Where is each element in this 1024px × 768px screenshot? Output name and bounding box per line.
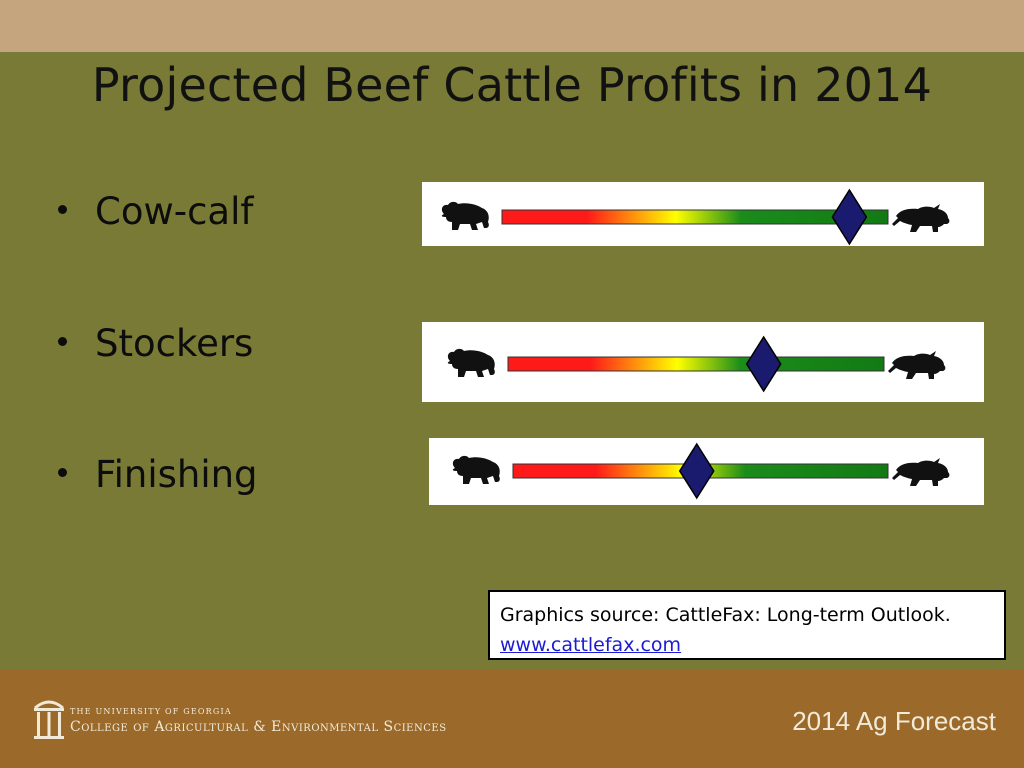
gauge-marker-icon — [831, 188, 868, 246]
gauge-svg — [452, 442, 950, 500]
bullet-label: Finishing — [95, 453, 258, 496]
bear-icon — [447, 348, 495, 377]
gauge-bar — [507, 356, 885, 372]
bear-icon — [441, 201, 489, 230]
gauge-svg — [447, 335, 946, 393]
bullet-item: Finishing — [58, 453, 378, 496]
gauge-svg — [441, 188, 950, 246]
bull-icon — [888, 351, 946, 379]
slide-title: Projected Beef Cattle Profits in 2014 — [91, 58, 933, 112]
source-text: Graphics source: CattleFax: Long-term Ou… — [500, 604, 951, 626]
uga-arch-icon — [34, 700, 64, 739]
bull-icon — [892, 458, 950, 486]
top-band — [0, 0, 1024, 52]
gauge-marker-icon — [678, 442, 715, 500]
source-box: Graphics source: CattleFax: Long-term Ou… — [488, 590, 1006, 660]
college-name: College of Agricultural & Environmental … — [70, 719, 447, 735]
university-name: THE UNIVERSITY OF GEORGIA — [70, 707, 232, 716]
bullet-label: Cow-calf — [95, 190, 254, 233]
gauge-finishing — [429, 438, 984, 505]
source-link[interactable]: www.cattlefax.com — [500, 634, 682, 656]
bullet-dot-icon — [58, 468, 67, 477]
bear-icon — [452, 455, 500, 484]
forecast-label: 2014 Ag Forecast — [792, 706, 996, 736]
bull-icon — [892, 204, 950, 232]
footer-bar: THE UNIVERSITY OF GEORGIA College of Agr… — [0, 670, 1024, 768]
bullet-dot-icon — [58, 337, 67, 346]
bullet-dot-icon — [58, 205, 67, 214]
bullet-item: Cow-calf — [58, 190, 378, 233]
gauge-cow-calf — [422, 182, 984, 246]
bullet-label: Stockers — [95, 322, 254, 365]
gauge-stockers — [422, 322, 984, 402]
gauge-marker-icon — [745, 335, 782, 393]
gauge-bar — [501, 209, 889, 225]
bullet-item: Stockers — [58, 322, 378, 365]
